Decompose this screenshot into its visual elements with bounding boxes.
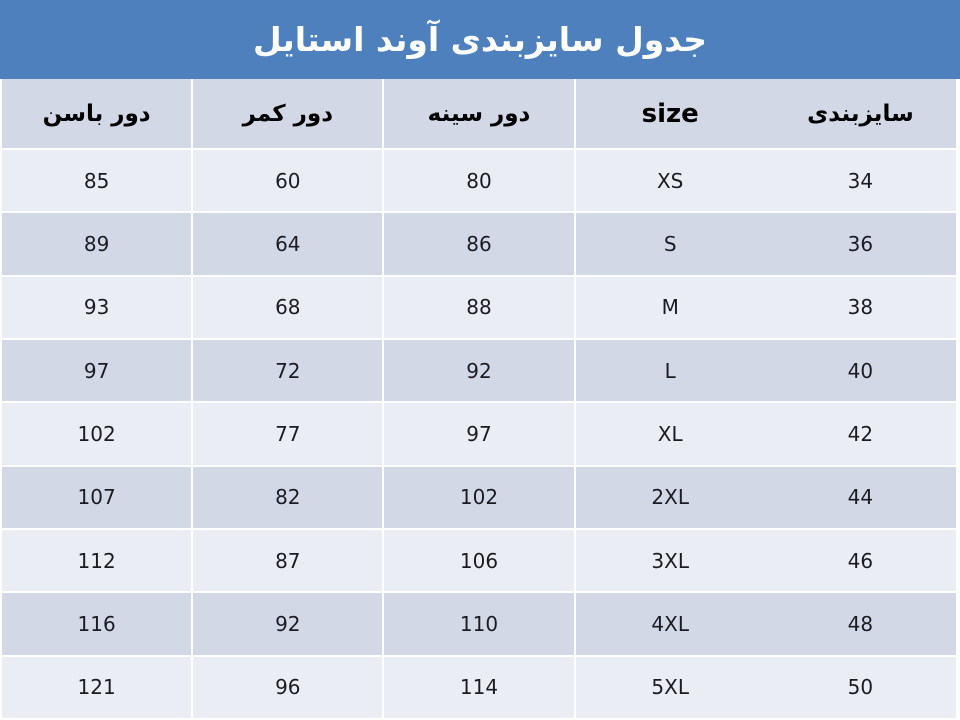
cell-waist: 82 bbox=[191, 466, 383, 530]
cell-hip: 102 bbox=[0, 403, 192, 467]
cell-hip: 107 bbox=[0, 466, 192, 530]
cell-chest: 102 bbox=[382, 466, 574, 530]
cell-chest: 92 bbox=[382, 339, 574, 404]
cell-hip: 85 bbox=[0, 150, 192, 214]
table-row: 40 L 92 72 97 bbox=[0, 339, 956, 404]
cell-sizing: 34 bbox=[764, 150, 956, 214]
cell-sizing: 42 bbox=[764, 403, 956, 467]
cell-size: 4XL bbox=[573, 593, 765, 657]
column-header-chest: دور سینه bbox=[382, 79, 574, 150]
cell-waist: 72 bbox=[191, 339, 383, 404]
column-header-size: size bbox=[573, 79, 765, 150]
table-row: 48 4XL 110 92 116 bbox=[0, 593, 956, 657]
cell-size: 2XL bbox=[573, 466, 765, 530]
cell-chest: 114 bbox=[382, 656, 574, 720]
cell-size: 5XL bbox=[573, 656, 765, 720]
table-header-row: سایزبندی size دور سینه دور کمر دور باسن bbox=[0, 79, 956, 150]
table-row: 36 S 86 64 89 bbox=[0, 213, 956, 277]
cell-waist: 87 bbox=[191, 529, 383, 594]
cell-hip: 97 bbox=[0, 339, 192, 404]
cell-waist: 68 bbox=[191, 276, 383, 340]
column-header-hip: دور باسن bbox=[0, 79, 192, 150]
chart-title-bar: جدول سایزبندی آوند استایل bbox=[0, 0, 960, 79]
cell-sizing: 44 bbox=[764, 466, 956, 530]
cell-waist: 92 bbox=[191, 593, 383, 657]
cell-hip: 112 bbox=[0, 529, 192, 594]
column-header-sizing: سایزبندی bbox=[764, 79, 956, 150]
cell-hip: 89 bbox=[0, 213, 192, 277]
cell-waist: 77 bbox=[191, 403, 383, 467]
table-row: 44 2XL 102 82 107 bbox=[0, 466, 956, 530]
chart-title: جدول سایزبندی آوند استایل bbox=[252, 20, 708, 59]
cell-sizing: 40 bbox=[764, 339, 956, 404]
cell-chest: 106 bbox=[382, 529, 574, 594]
size-table: سایزبندی size دور سینه دور کمر دور باسن 34 XS… bbox=[0, 79, 960, 720]
cell-hip: 93 bbox=[0, 276, 192, 340]
cell-sizing: 50 bbox=[764, 656, 956, 720]
cell-chest: 110 bbox=[382, 593, 574, 657]
cell-hip: 121 bbox=[0, 656, 192, 720]
table-row: 46 3XL 106 87 112 bbox=[0, 529, 956, 594]
cell-waist: 96 bbox=[191, 656, 383, 720]
cell-size: S bbox=[573, 213, 765, 277]
cell-size: XL bbox=[573, 403, 765, 467]
cell-chest: 80 bbox=[382, 150, 574, 214]
cell-chest: 88 bbox=[382, 276, 574, 340]
cell-size: XS bbox=[573, 150, 765, 214]
cell-size: L bbox=[573, 339, 765, 404]
table-body: 34 XS 80 60 85 36 S 86 64 89 38 M 88 68 93 40 L 92 72 97 42 X… bbox=[0, 150, 956, 720]
cell-hip: 116 bbox=[0, 593, 192, 657]
cell-sizing: 36 bbox=[764, 213, 956, 277]
cell-sizing: 48 bbox=[764, 593, 956, 657]
table-row: 50 5XL 114 96 121 bbox=[0, 656, 956, 720]
table-row: 38 M 88 68 93 bbox=[0, 276, 956, 340]
cell-size: 3XL bbox=[573, 529, 765, 594]
table-row: 42 XL 97 77 102 bbox=[0, 403, 956, 467]
cell-waist: 64 bbox=[191, 213, 383, 277]
cell-chest: 86 bbox=[382, 213, 574, 277]
cell-size: M bbox=[573, 276, 765, 340]
cell-waist: 60 bbox=[191, 150, 383, 214]
table-row: 34 XS 80 60 85 bbox=[0, 150, 956, 214]
cell-sizing: 46 bbox=[764, 529, 956, 594]
cell-chest: 97 bbox=[382, 403, 574, 467]
cell-sizing: 38 bbox=[764, 276, 956, 340]
column-header-waist: دور کمر bbox=[191, 79, 383, 150]
